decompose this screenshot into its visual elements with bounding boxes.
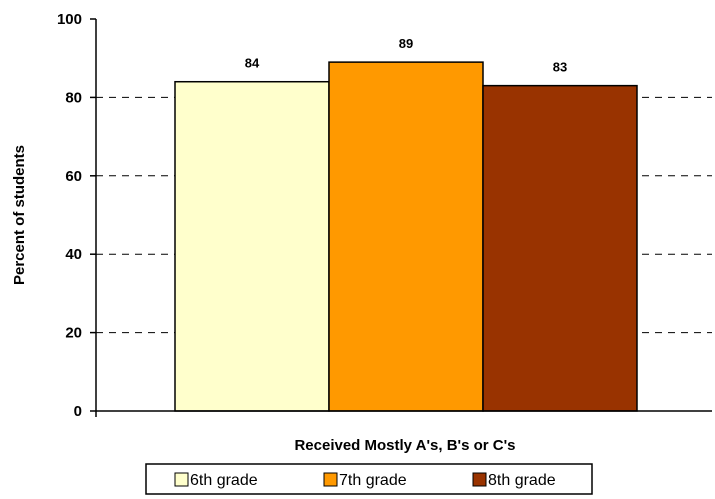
legend-swatch-8th-grade bbox=[472, 472, 487, 487]
y-tick-label-40: 40 bbox=[65, 246, 82, 263]
legend-swatch-6th-grade bbox=[174, 472, 189, 487]
y-axis-title: Percent of students bbox=[11, 145, 28, 285]
legend-label-7th-grade: 7th grade bbox=[339, 472, 407, 489]
y-tick-label-60: 60 bbox=[65, 168, 82, 185]
bar-8th-grade bbox=[482, 84, 638, 412]
x-axis-title: Received Mostly A's, B's or C's bbox=[294, 437, 515, 454]
y-tick-label-80: 80 bbox=[65, 89, 82, 106]
y-tick-label-0: 0 bbox=[74, 403, 82, 420]
y-tick-label-100: 100 bbox=[57, 11, 82, 28]
data-label-8th-grade: 83 bbox=[553, 60, 567, 75]
legend-box bbox=[145, 463, 593, 495]
bars bbox=[174, 61, 638, 412]
data-label-7th-grade: 89 bbox=[399, 36, 413, 51]
legend-swatch-7th-grade bbox=[323, 472, 338, 487]
bar-7th-grade bbox=[328, 61, 484, 412]
data-label-6th-grade: 84 bbox=[245, 56, 260, 71]
data-labels: 84 89 83 bbox=[245, 36, 567, 75]
legend-label-6th-grade: 6th grade bbox=[190, 472, 258, 489]
legend-label-8th-grade: 8th grade bbox=[488, 472, 556, 489]
legend: 6th grade 7th grade 8th grade bbox=[145, 463, 593, 495]
y-tick-label-20: 20 bbox=[65, 325, 82, 342]
axes: 0 20 40 60 80 100 bbox=[57, 11, 712, 420]
bar-6th-grade bbox=[174, 80, 330, 412]
